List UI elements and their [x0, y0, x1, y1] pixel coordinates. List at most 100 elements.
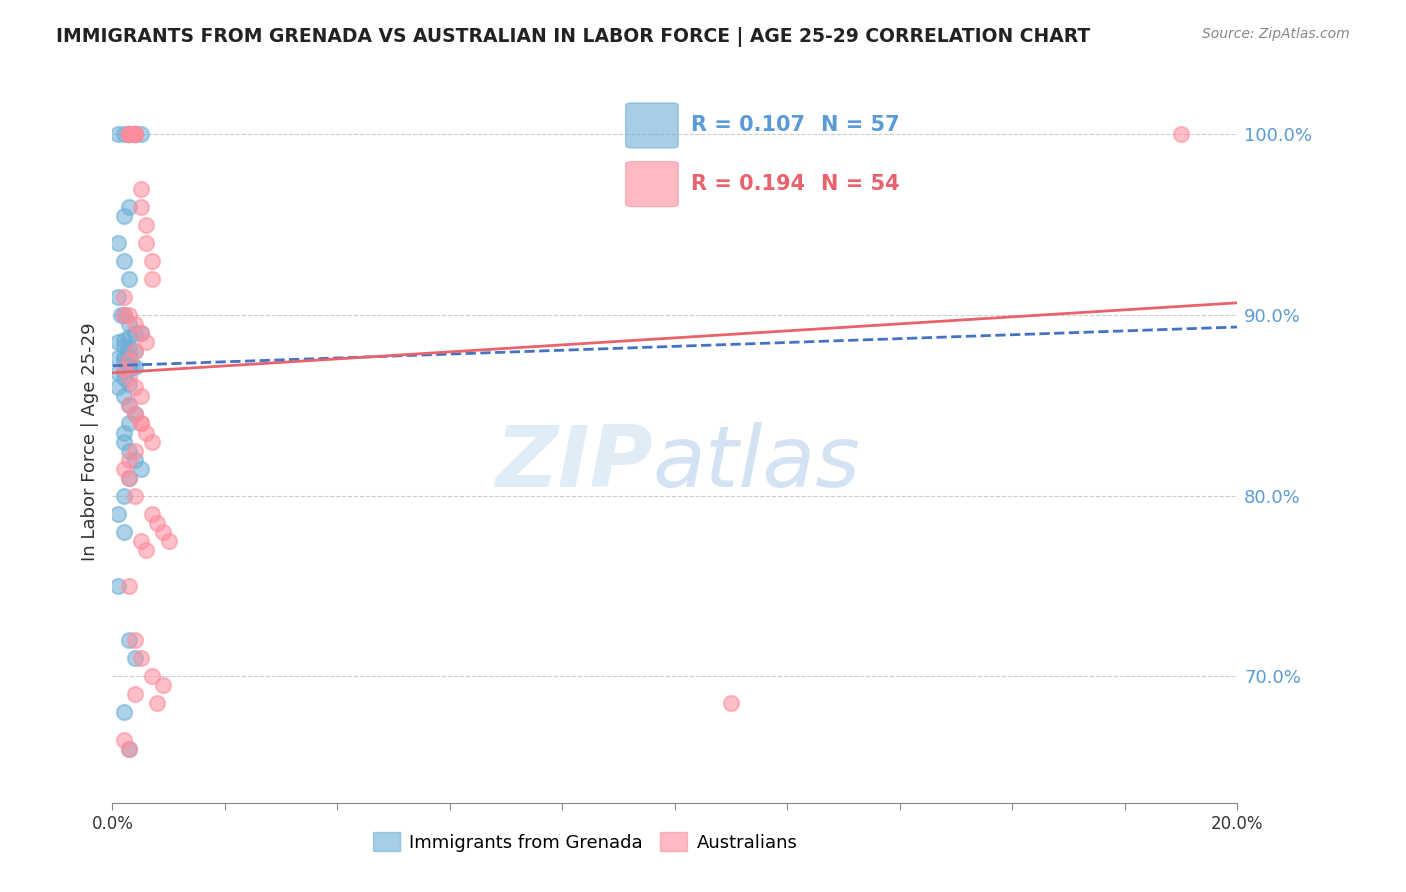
Text: R = 0.107: R = 0.107: [690, 115, 804, 136]
Point: [141, 253, 163, 268]
Point: [124, 687, 146, 701]
Point: [129, 651, 152, 665]
Point: [112, 706, 135, 720]
Point: [124, 443, 146, 458]
Point: [129, 326, 152, 340]
Point: [135, 542, 157, 557]
Point: [118, 128, 141, 142]
Text: R = 0.194: R = 0.194: [690, 174, 804, 194]
Point: [129, 326, 152, 340]
Text: N = 54: N = 54: [821, 174, 900, 194]
Point: [107, 366, 129, 380]
Point: [112, 524, 135, 539]
FancyBboxPatch shape: [626, 161, 678, 207]
Point: [118, 470, 141, 484]
Point: [124, 344, 146, 359]
Point: [115, 355, 138, 369]
Point: [107, 579, 129, 593]
Point: [118, 308, 141, 322]
Point: [118, 128, 141, 142]
Point: [118, 398, 141, 412]
Point: [124, 128, 146, 142]
Point: [118, 579, 141, 593]
Point: [112, 308, 135, 322]
Point: [118, 128, 141, 142]
Point: [107, 380, 129, 394]
Text: N = 57: N = 57: [821, 115, 900, 136]
Point: [152, 524, 174, 539]
Point: [135, 235, 157, 250]
Point: [112, 353, 135, 368]
Point: [1170, 128, 1192, 142]
Point: [118, 128, 141, 142]
Text: IMMIGRANTS FROM GRENADA VS AUSTRALIAN IN LABOR FORCE | AGE 25-29 CORRELATION CHA: IMMIGRANTS FROM GRENADA VS AUSTRALIAN IN…: [56, 27, 1091, 46]
Point: [118, 371, 141, 385]
Point: [118, 128, 141, 142]
Point: [112, 128, 135, 142]
Text: Source: ZipAtlas.com: Source: ZipAtlas.com: [1202, 27, 1350, 41]
Point: [124, 317, 146, 331]
Point: [112, 364, 135, 378]
Point: [121, 359, 143, 373]
Point: [124, 408, 146, 422]
Point: [720, 697, 742, 711]
Point: [118, 470, 141, 484]
Point: [129, 417, 152, 431]
Point: [118, 741, 141, 756]
Point: [107, 128, 129, 142]
Point: [124, 408, 146, 422]
Point: [112, 350, 135, 364]
Point: [112, 425, 135, 440]
Point: [118, 417, 141, 431]
Point: [118, 741, 141, 756]
Point: [112, 362, 135, 376]
Point: [112, 732, 135, 747]
Point: [141, 272, 163, 286]
Point: [124, 380, 146, 394]
Text: ZIP: ZIP: [495, 422, 652, 505]
Point: [146, 516, 169, 530]
Point: [124, 489, 146, 503]
Point: [157, 533, 180, 548]
Point: [118, 330, 141, 344]
Point: [118, 633, 141, 648]
Point: [118, 443, 141, 458]
Point: [118, 348, 141, 362]
Point: [112, 339, 135, 353]
Point: [112, 489, 135, 503]
Point: [124, 128, 146, 142]
Point: [124, 452, 146, 467]
Point: [124, 128, 146, 142]
Point: [135, 218, 157, 232]
Point: [124, 128, 146, 142]
Point: [124, 344, 146, 359]
Point: [129, 533, 152, 548]
Point: [141, 434, 163, 449]
Point: [135, 335, 157, 350]
Point: [124, 360, 146, 375]
Point: [129, 417, 152, 431]
Point: [146, 697, 169, 711]
Point: [107, 235, 129, 250]
Point: [118, 357, 141, 371]
Point: [118, 317, 141, 331]
Point: [107, 507, 129, 521]
Point: [118, 128, 141, 142]
Point: [112, 461, 135, 475]
Point: [118, 272, 141, 286]
Point: [129, 181, 152, 195]
Point: [135, 425, 157, 440]
Point: [107, 290, 129, 304]
Point: [129, 461, 152, 475]
Point: [118, 398, 141, 412]
Point: [141, 507, 163, 521]
Point: [112, 334, 135, 348]
Point: [118, 200, 141, 214]
Point: [118, 362, 141, 376]
Point: [112, 290, 135, 304]
Point: [129, 200, 152, 214]
Point: [118, 341, 141, 355]
Point: [141, 669, 163, 683]
Y-axis label: In Labor Force | Age 25-29: In Labor Force | Age 25-29: [80, 322, 98, 561]
Point: [118, 353, 141, 368]
